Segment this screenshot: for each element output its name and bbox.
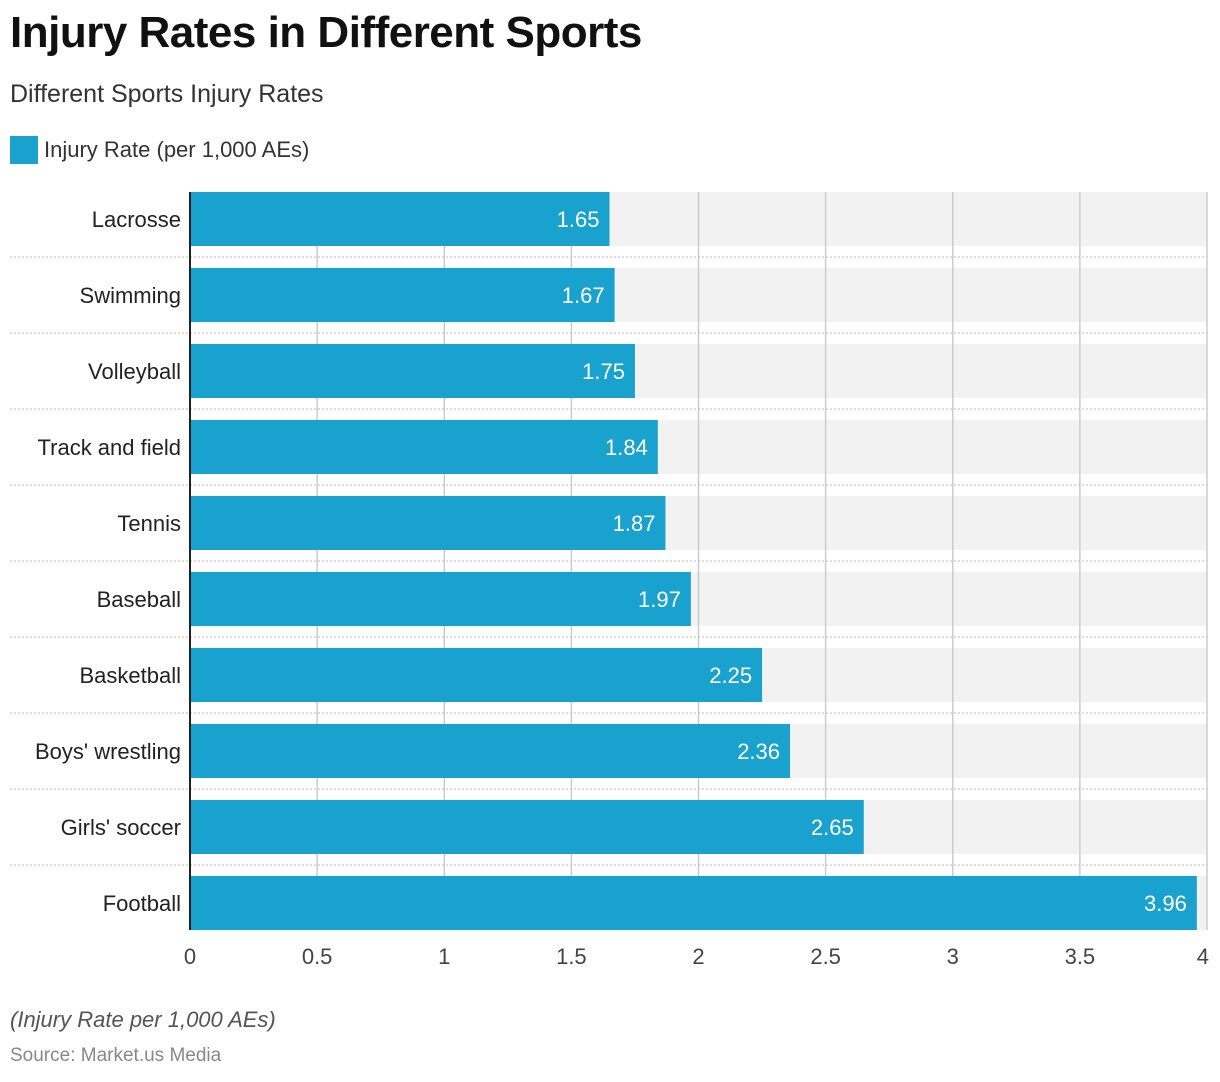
bar — [190, 572, 691, 626]
category-label: Girls' soccer — [61, 815, 181, 840]
category-label: Baseball — [97, 587, 181, 612]
x-tick-label: 3 — [947, 944, 959, 969]
category-label: Basketball — [79, 663, 181, 688]
footnote: (Injury Rate per 1,000 AEs) — [10, 1007, 276, 1032]
bars — [190, 192, 1197, 930]
bar — [190, 876, 1197, 930]
value-label: 3.96 — [1144, 891, 1187, 916]
legend-swatch — [10, 136, 38, 164]
x-tick-label: 2 — [692, 944, 704, 969]
source-credit: Source: Market.us Media — [10, 1045, 222, 1066]
value-label: 2.65 — [811, 815, 854, 840]
value-labels: 1.65 1.67 1.75 1.84 1.87 1.97 2.25 2.36 2.65 3.96 — [557, 207, 1187, 916]
value-label: 1.67 — [562, 283, 605, 308]
x-tick-labels: 0 0.5 1 1.5 2 2.5 3 3.5 4 — [184, 944, 1209, 969]
value-label: 1.97 — [638, 587, 681, 612]
bar-chart: 1.65 1.67 1.75 1.84 1.87 1.97 2.25 2.36 2.65 3.96… — [10, 192, 1209, 969]
value-label: 1.65 — [557, 207, 600, 232]
category-label: Volleyball — [88, 359, 181, 384]
category-label: Boys' wrestling — [35, 739, 181, 764]
bar — [190, 496, 666, 550]
category-label: Track and field — [38, 435, 181, 460]
row-separators — [10, 256, 1207, 866]
category-label: Tennis — [117, 511, 181, 536]
x-tick-label: 1.5 — [556, 944, 587, 969]
value-label: 1.75 — [582, 359, 625, 384]
bar — [190, 268, 615, 322]
legend: Injury Rate (per 1,000 AEs) — [10, 136, 309, 164]
x-tick-label: 3.5 — [1065, 944, 1096, 969]
legend-label: Injury Rate (per 1,000 AEs) — [44, 137, 310, 162]
x-tick-label: 0 — [184, 944, 196, 969]
category-label: Football — [103, 891, 181, 916]
bar — [190, 420, 658, 474]
value-label: 2.36 — [737, 739, 780, 764]
x-tick-label: 1 — [438, 944, 450, 969]
bar — [190, 192, 610, 246]
value-label: 2.25 — [709, 663, 752, 688]
x-tick-label: 0.5 — [302, 944, 333, 969]
x-tick-label: 4 — [1197, 944, 1209, 969]
chart-title: Injury Rates in Different Sports — [10, 8, 642, 57]
x-tick-label: 2.5 — [810, 944, 841, 969]
bar — [190, 648, 763, 702]
value-label: 1.87 — [613, 511, 656, 536]
bar — [190, 344, 635, 398]
chart-subtitle: Different Sports Injury Rates — [10, 80, 324, 108]
bar — [190, 800, 864, 854]
bar — [190, 724, 791, 778]
category-label: Swimming — [80, 283, 181, 308]
value-label: 1.84 — [605, 435, 648, 460]
category-labels: Lacrosse Swimming Volleyball Track and fiel… — [35, 207, 181, 916]
category-label: Lacrosse — [92, 207, 181, 232]
